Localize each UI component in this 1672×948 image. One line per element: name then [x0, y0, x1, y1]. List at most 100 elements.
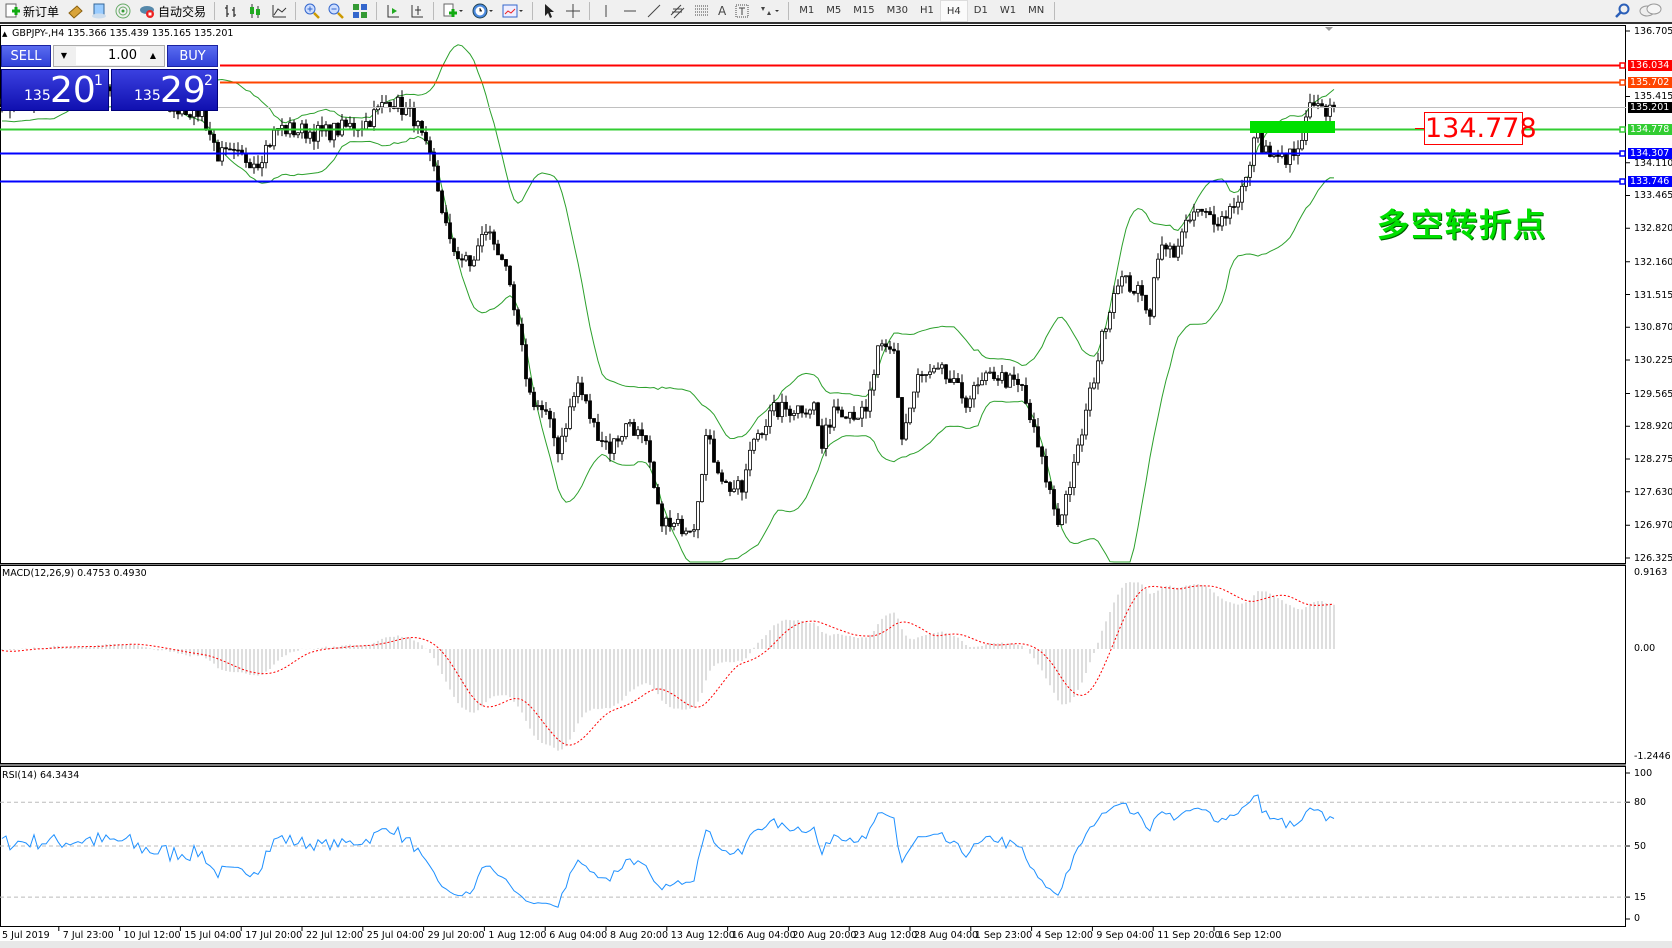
search-icon[interactable] — [1610, 0, 1634, 22]
lot-size-input[interactable]: 1.00 — [76, 47, 140, 65]
arrows-icon[interactable] — [754, 0, 784, 22]
candle — [1184, 214, 1188, 239]
timeframe-w1[interactable]: W1 — [999, 5, 1017, 16]
candle-body — [1316, 103, 1320, 106]
candle — [664, 516, 668, 535]
periods-icon[interactable] — [468, 0, 498, 22]
bar-chart-icon[interactable] — [219, 0, 243, 22]
new-order-button[interactable]: 新订单 — [0, 0, 63, 22]
candle — [812, 401, 816, 415]
auto-trading-button[interactable]: 自动交易 — [135, 0, 210, 22]
candle-body — [280, 124, 284, 129]
lot-decrease-icon[interactable]: ▼ — [60, 51, 68, 60]
trendline-icon[interactable] — [642, 0, 666, 22]
navigator-icon[interactable] — [63, 0, 87, 22]
candle-body — [1004, 372, 1008, 388]
lot-increase-icon[interactable]: ▲ — [149, 51, 157, 60]
candle-body — [204, 109, 208, 130]
candle-body — [1020, 384, 1024, 386]
price-annotation-label[interactable]: 134.778 — [1424, 112, 1537, 145]
candle-body — [788, 408, 792, 416]
timeframe-m15[interactable]: M15 — [853, 5, 875, 16]
crosshair-icon[interactable] — [561, 0, 585, 22]
candle-body — [272, 129, 276, 147]
candle — [700, 473, 704, 503]
sell-button[interactable]: SELL — [1, 45, 51, 67]
tile-windows-icon[interactable] — [348, 0, 372, 22]
timeframe-mn[interactable]: MN — [1028, 5, 1045, 16]
candle — [520, 317, 524, 352]
candle-body — [668, 517, 672, 527]
candle — [748, 441, 752, 477]
candle-body — [504, 259, 508, 267]
vertical-line-icon[interactable] — [594, 0, 618, 22]
auto-scroll-icon[interactable] — [381, 0, 405, 22]
candle-body — [404, 107, 408, 115]
timeframe-h4[interactable]: H4 — [939, 0, 968, 22]
turning-point-annotation[interactable]: 多空转折点 — [1377, 206, 1548, 244]
candle — [1112, 285, 1116, 319]
candle — [1288, 148, 1292, 173]
lot-size-stepper[interactable]: ▼ 1.00 ▲ — [53, 45, 165, 67]
candle — [1004, 371, 1008, 389]
candle — [580, 376, 584, 401]
fibonacci-icon[interactable] — [690, 0, 714, 22]
candle-body — [760, 433, 764, 436]
candle — [704, 428, 708, 481]
candle — [860, 400, 864, 427]
candle-body — [1296, 148, 1300, 156]
candle — [1196, 208, 1200, 217]
candle — [244, 147, 248, 168]
line-chart-icon[interactable] — [267, 0, 291, 22]
candle — [708, 429, 712, 445]
indicators-icon[interactable] — [438, 0, 468, 22]
candle-body — [732, 488, 736, 492]
timeframe-d1[interactable]: D1 — [973, 5, 988, 16]
candle — [928, 363, 932, 379]
candle — [1268, 141, 1272, 158]
candle-body — [952, 378, 956, 383]
text-icon[interactable]: A — [718, 4, 727, 18]
timeframe-m1[interactable]: M1 — [799, 5, 815, 16]
candle — [644, 435, 648, 445]
timeframe-m30[interactable]: M30 — [886, 5, 908, 16]
text-label-icon[interactable] — [730, 0, 754, 22]
candle-body — [1012, 374, 1016, 380]
candle-body — [376, 106, 380, 111]
time-axis-label: 1 Sep 23:00 — [974, 930, 1033, 941]
candle — [832, 399, 836, 431]
candle — [1264, 139, 1268, 153]
equidistant-channel-icon[interactable] — [666, 0, 690, 22]
cursor-icon[interactable] — [537, 0, 561, 22]
candle-body — [568, 406, 572, 429]
buy-price-button[interactable]: 135 29 2 — [111, 69, 218, 111]
sell-price-button[interactable]: 135 20 1 — [1, 69, 109, 111]
candle — [1308, 93, 1312, 120]
candle — [188, 113, 192, 120]
buy-button[interactable]: BUY — [167, 45, 218, 67]
signals-icon[interactable] — [111, 0, 135, 22]
candle-body — [584, 394, 588, 402]
candlestick-icon[interactable] — [243, 0, 267, 22]
zoom-in-icon[interactable] — [300, 0, 324, 22]
line-handle — [1619, 178, 1626, 185]
candle — [780, 393, 784, 423]
candle — [652, 460, 656, 489]
zoom-out-icon[interactable] — [324, 0, 348, 22]
candle — [384, 95, 388, 104]
chat-icon[interactable] — [1634, 0, 1666, 22]
candle-body — [1252, 137, 1256, 166]
candle — [1160, 236, 1164, 261]
terminal-icon[interactable] — [87, 0, 111, 22]
timeframe-h1[interactable]: H1 — [919, 5, 934, 16]
chart-shift-icon[interactable] — [405, 0, 429, 22]
horizontal-line-icon[interactable] — [618, 0, 642, 22]
timeframe-m5[interactable]: M5 — [826, 5, 842, 16]
collapse-arrow-icon[interactable]: ▲ — [2, 30, 8, 38]
candle — [1020, 383, 1024, 392]
candle-body — [648, 440, 652, 463]
candle-body — [920, 374, 924, 376]
candle-body — [520, 323, 524, 346]
templates-icon[interactable] — [498, 0, 528, 22]
